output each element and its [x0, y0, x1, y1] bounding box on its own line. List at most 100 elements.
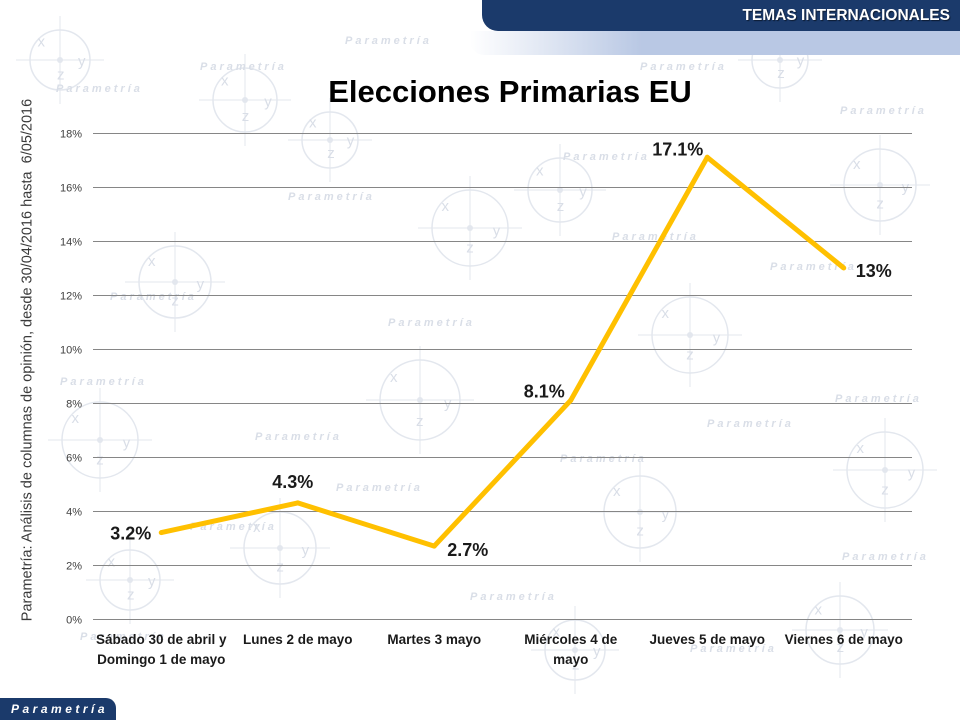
watermark-letter: y: [264, 93, 272, 110]
watermark-letter: z: [636, 522, 644, 539]
watermark-letter: y: [713, 330, 721, 347]
watermark-dot: [467, 225, 473, 231]
watermark-letter: x: [38, 34, 46, 51]
data-label: 2.7%: [447, 540, 488, 560]
watermark-letter: x: [662, 305, 670, 322]
watermark-letter: y: [593, 643, 601, 660]
data-point: [431, 543, 437, 549]
data-point: [704, 154, 710, 160]
watermark-letter: y: [797, 53, 805, 70]
watermark-text: Parametría: [563, 151, 650, 163]
watermark-letter: y: [347, 133, 355, 150]
data-point: [295, 500, 301, 506]
watermark-letter: y: [148, 573, 156, 590]
watermark-text: Parametría: [110, 291, 197, 303]
watermark-letter: z: [572, 657, 580, 674]
watermark-text: Parametría: [690, 643, 777, 655]
watermark-dot: [127, 577, 133, 583]
watermark-letter: y: [78, 53, 86, 70]
data-label: 3.2%: [110, 524, 151, 544]
watermark-dot: [327, 137, 333, 143]
watermark-dot: [572, 647, 578, 653]
section-banner-strip: [470, 31, 960, 55]
watermark-text: Parametría: [200, 61, 287, 73]
watermark-dot: [837, 627, 843, 633]
watermark-letter: y: [908, 465, 916, 482]
y-tick-label: 6%: [66, 453, 82, 465]
watermark-text: Parametría: [612, 231, 699, 243]
watermark-letter: x: [72, 410, 80, 427]
footer-logo: Parametría: [0, 698, 116, 720]
y-tick-label: 8%: [66, 399, 82, 411]
watermark-letter: x: [221, 73, 229, 90]
watermark-text: Parametría: [56, 83, 143, 95]
watermark-text: Parametría: [60, 376, 147, 388]
watermark-letter: z: [416, 413, 424, 430]
data-point: [841, 265, 847, 271]
y-axis-tick-labels: 0% 2% 4% 6% 8% 10% 12% 14% 16% 18%: [60, 129, 82, 627]
watermark-text: Parametría: [770, 261, 857, 273]
watermark-letter: y: [493, 223, 501, 240]
watermark-letter: y: [860, 624, 868, 641]
y-tick-label: 12%: [60, 291, 82, 303]
x-tick-label: Viernes 6 de mayo: [784, 632, 903, 647]
watermark-text: Parametría: [345, 35, 432, 47]
watermark-text: Parametría: [255, 431, 342, 443]
footer-logo-text: Parametría: [11, 702, 109, 716]
watermark-letter: z: [96, 452, 104, 469]
gridlines: [93, 133, 912, 620]
watermark-dot: [882, 467, 888, 473]
watermark-dot: [242, 97, 248, 103]
watermark-letter: y: [579, 183, 587, 200]
watermark-letter: x: [108, 554, 116, 571]
series-line-group: [160, 154, 846, 549]
data-label: 4.3%: [272, 472, 313, 492]
data-labels: 3.2% 4.3% 2.7% 8.1% 17.1% 13%: [110, 139, 892, 560]
x-tick-label: Sábado 30 de abril y Domingo 1 de mayo: [95, 632, 227, 667]
data-label: 13%: [856, 261, 892, 281]
watermark-letter: z: [686, 347, 694, 364]
watermark-letter: z: [127, 587, 135, 604]
x-tick-label: Miércoles 4 de mayo: [524, 632, 618, 667]
y-tick-label: 0%: [66, 615, 82, 627]
watermark-dot: [97, 437, 103, 443]
watermark-text: Parametría: [288, 191, 375, 203]
watermark-dot: [777, 57, 783, 63]
watermark-letter: x: [553, 624, 561, 641]
watermark-text: Parametría: [470, 591, 557, 603]
watermark-letter: z: [881, 482, 889, 499]
watermark-text: Parametría: [640, 61, 727, 73]
watermark-dot: [417, 397, 423, 403]
data-label: 8.1%: [524, 381, 565, 401]
watermark-letter: z: [327, 145, 335, 162]
data-point: [568, 397, 574, 403]
watermark-letter: x: [815, 602, 823, 619]
watermark-letter: y: [302, 542, 310, 559]
watermark-letter: x: [536, 163, 544, 180]
y-tick-label: 4%: [66, 507, 82, 519]
watermark-letter: x: [857, 440, 865, 457]
watermark-text: Parametría: [336, 482, 423, 494]
watermark-letter: z: [837, 639, 845, 656]
watermark-letter: y: [662, 506, 670, 523]
watermark-letter: z: [466, 240, 474, 257]
data-label: 17.1%: [652, 139, 703, 159]
watermark-text: Parametría: [388, 317, 475, 329]
watermark-letter: x: [390, 369, 398, 386]
watermark-letter: x: [253, 519, 261, 536]
y-tick-label: 16%: [60, 183, 82, 195]
watermark-text: Parametría: [707, 418, 794, 430]
series-line: [160, 154, 846, 549]
watermark-letter: z: [276, 558, 284, 575]
watermark-letter: z: [171, 292, 179, 309]
watermark-letter: z: [242, 108, 250, 125]
data-point: [158, 530, 164, 536]
watermark-letter: y: [123, 435, 131, 452]
watermark-text: Parametría: [835, 393, 922, 405]
data-points: [158, 154, 847, 549]
watermark-letter: x: [309, 114, 317, 131]
watermark-letter: x: [853, 156, 861, 173]
